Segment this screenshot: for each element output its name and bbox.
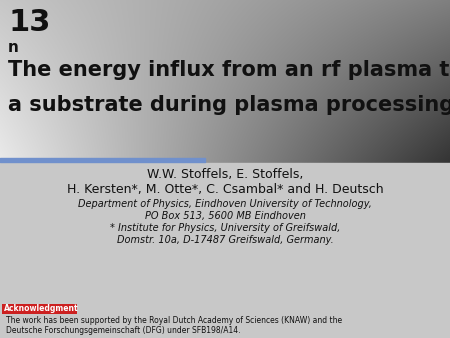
FancyBboxPatch shape [2,304,77,314]
Text: 13: 13 [8,8,50,37]
Text: Department of Physics, Eindhoven University of Technology,: Department of Physics, Eindhoven Univers… [78,199,372,209]
Text: Acknowledgment: Acknowledgment [4,304,79,313]
Text: Domstr. 10a, D-17487 Greifswald, Germany.: Domstr. 10a, D-17487 Greifswald, Germany… [117,235,333,245]
Text: H. Kersten*, M. Otte*, C. Csambal* and H. Deutsch: H. Kersten*, M. Otte*, C. Csambal* and H… [67,183,383,196]
Text: * Institute for Physics, University of Greifswald,: * Institute for Physics, University of G… [110,223,340,233]
Text: The work has been supported by the Royal Dutch Academy of Sciences (KNAW) and th: The work has been supported by the Royal… [6,316,342,325]
Text: PO Box 513, 5600 MB Eindhoven: PO Box 513, 5600 MB Eindhoven [144,211,306,221]
Text: a substrate during plasma processing: a substrate during plasma processing [8,95,450,115]
Text: The energy influx from an rf plasma to: The energy influx from an rf plasma to [8,60,450,80]
Text: Deutsche Forschungsgemeinschaft (DFG) under SFB198/A14.: Deutsche Forschungsgemeinschaft (DFG) un… [6,326,240,335]
Text: n: n [8,40,19,55]
Text: W.W. Stoffels, E. Stoffels,: W.W. Stoffels, E. Stoffels, [147,168,303,181]
